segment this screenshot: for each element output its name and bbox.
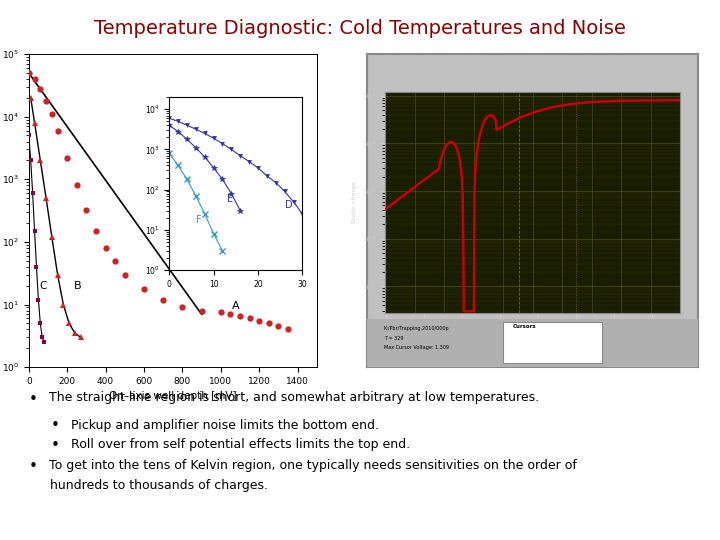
Text: Roll over from self potential effects limits the top end.: Roll over from self potential effects li… (71, 438, 410, 451)
Y-axis label: Static charge: Static charge (352, 181, 357, 224)
Text: The straight line region is short, and somewhat arbitrary at low temperatures.: The straight line region is short, and s… (49, 392, 539, 404)
Text: Pickup and amplifier noise limits the bottom end.: Pickup and amplifier noise limits the bo… (71, 418, 379, 431)
Text: •: • (50, 418, 59, 434)
Text: F: F (196, 215, 202, 225)
Text: Temperature Diagnostic: Cold Temperatures and Noise: Temperature Diagnostic: Cold Temperature… (94, 19, 626, 38)
X-axis label: On–axis well depth [mV]: On–axis well depth [mV] (109, 392, 237, 401)
Text: A: A (233, 301, 240, 311)
Text: C: C (40, 281, 47, 291)
Text: Cursors: Cursors (513, 325, 536, 329)
Text: E: E (227, 194, 233, 204)
FancyBboxPatch shape (503, 322, 603, 363)
X-axis label: Docking voltage: Docking voltage (505, 334, 561, 340)
Text: •: • (29, 459, 37, 474)
Text: To get into the tens of Kelvin region, one typically needs sensitivities on the : To get into the tens of Kelvin region, o… (49, 459, 577, 472)
Text: T = 329: T = 329 (384, 335, 403, 341)
Text: B: B (74, 281, 81, 291)
Text: hundreds to thousands of charges.: hundreds to thousands of charges. (50, 479, 269, 492)
Text: D: D (284, 200, 292, 210)
Text: •: • (29, 392, 37, 407)
Text: •: • (50, 438, 59, 454)
Text: Max Cursor Voltage: 1.309: Max Cursor Voltage: 1.309 (384, 346, 449, 350)
Text: K:/Pbr/Trapping,2010/000p: K:/Pbr/Trapping,2010/000p (384, 326, 449, 331)
